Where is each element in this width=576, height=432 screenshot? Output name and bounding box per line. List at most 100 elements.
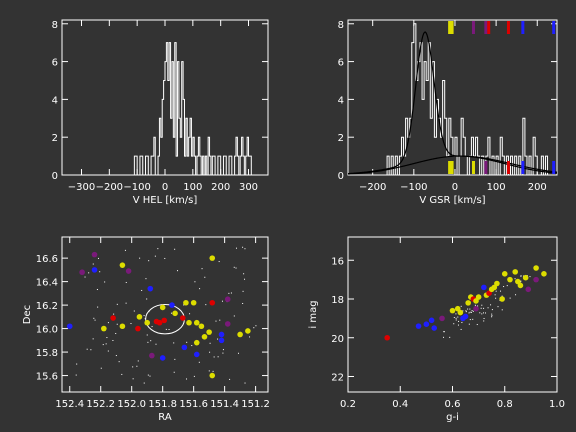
member-point-blue	[159, 355, 166, 361]
field-star-dot	[173, 342, 175, 344]
field-star-dot	[455, 317, 457, 319]
field-star-dot	[88, 272, 90, 274]
field-star-dot	[242, 302, 244, 304]
field-star-dot	[529, 276, 531, 278]
field-star-dot	[520, 275, 522, 277]
field-star-dot	[491, 313, 493, 315]
panel-vhel-histogram: −300 −200 −100 0 100 200 300 0 2 4 6 8 V HEL [km/s]	[52, 19, 269, 206]
field-star-dot	[457, 324, 459, 326]
field-star-dot	[469, 308, 471, 310]
field-star-dot	[217, 356, 219, 358]
field-star-dot	[453, 323, 455, 325]
field-star-dot	[194, 281, 196, 283]
field-star-dot	[143, 315, 145, 317]
field-star-dot	[205, 304, 207, 306]
y-tick-label: 6	[52, 58, 58, 69]
x-tick-label: 0.6	[445, 399, 461, 410]
field-star-dot	[255, 325, 257, 327]
x-tick-label: 151.8	[148, 399, 177, 410]
field-star-dot	[221, 300, 223, 302]
member-point-blue	[218, 331, 225, 338]
field-star-dot	[229, 378, 231, 380]
member-point-blue	[423, 321, 430, 327]
field-star-dot	[233, 266, 235, 268]
field-star-dot	[115, 333, 117, 335]
field-star-dot	[465, 311, 467, 313]
field-star-dot	[146, 334, 148, 336]
field-star-dot	[148, 260, 150, 262]
field-star-dot	[165, 328, 167, 330]
field-star-dot	[102, 344, 104, 346]
y-tick-label: 4	[52, 95, 58, 106]
field-star-dot	[457, 316, 459, 318]
member-point-yellow	[190, 299, 197, 306]
member-point-yellow	[198, 323, 205, 330]
y-tick-label: 16.6	[36, 254, 58, 265]
field-star-dot	[483, 320, 485, 322]
field-star-dot	[133, 310, 135, 312]
field-star-dot	[458, 320, 460, 322]
field-star-dot	[219, 319, 221, 321]
field-star-dot	[106, 337, 108, 339]
field-star-dot	[75, 374, 77, 376]
field-star-dot	[491, 315, 493, 317]
field-star-dot	[244, 382, 246, 384]
field-star-dot	[249, 336, 251, 338]
x-tick-label: 1.0	[549, 399, 565, 410]
member-point-yellow	[183, 299, 189, 306]
histogram-steps	[132, 42, 252, 176]
field-star-dot	[146, 298, 148, 300]
field-star-dot	[443, 331, 445, 333]
x-tick-label: 0.8	[497, 399, 513, 410]
field-star-dot	[193, 375, 195, 377]
member-point-yellow	[465, 300, 471, 306]
field-star-dot	[204, 276, 206, 278]
member-point-yellow	[541, 271, 547, 277]
axes-frame	[347, 19, 558, 176]
field-star-dot	[191, 345, 193, 347]
field-star-dot	[500, 290, 502, 292]
member-point-blue	[147, 285, 154, 292]
field-star-dot	[174, 358, 176, 360]
field-star-dot	[150, 340, 152, 342]
field-star-dot	[501, 295, 503, 297]
field-star-dot	[173, 371, 175, 373]
field-star-dot	[483, 312, 485, 314]
field-star-dot	[483, 317, 485, 319]
field-star-dot	[468, 323, 470, 325]
y-tick-label: 16.0	[36, 325, 58, 336]
member-point-purple	[473, 305, 479, 312]
field-star-dot	[201, 268, 203, 270]
field-star-dot	[469, 311, 471, 313]
x-axis-label: V GSR [km/s]	[419, 195, 485, 206]
y-tick-label: 22	[331, 373, 344, 384]
x-tick-label: 200	[211, 182, 230, 193]
field-star-dot	[208, 370, 210, 372]
field-star-dot	[491, 316, 493, 318]
member-point-yellow	[136, 314, 143, 320]
field-star-dot	[233, 315, 235, 317]
member-point-blue	[218, 337, 225, 344]
member-point-yellow	[507, 276, 513, 283]
member-point-purple	[224, 296, 231, 303]
field-star-dot	[468, 312, 470, 314]
member-point-blue	[481, 284, 487, 291]
field-star-dot	[151, 326, 153, 328]
field-star-dot	[222, 349, 224, 351]
field-star-dot	[141, 289, 143, 291]
field-star-dot	[154, 255, 156, 257]
field-star-dot	[93, 317, 95, 319]
field-star-dot	[253, 327, 255, 329]
y-tick-label: 8	[338, 20, 344, 31]
field-star-dot	[155, 343, 157, 345]
x-tick-label: 100	[487, 182, 506, 193]
field-star-dot	[235, 267, 237, 269]
field-star-dot	[215, 320, 217, 322]
field-star-dot	[443, 331, 445, 333]
member-point-yellow	[144, 319, 150, 326]
member-point-purple	[125, 268, 132, 274]
y-tick-label: 2	[52, 133, 58, 144]
member-point-yellow	[101, 325, 107, 332]
x-tick-label: 151.6	[179, 399, 208, 410]
